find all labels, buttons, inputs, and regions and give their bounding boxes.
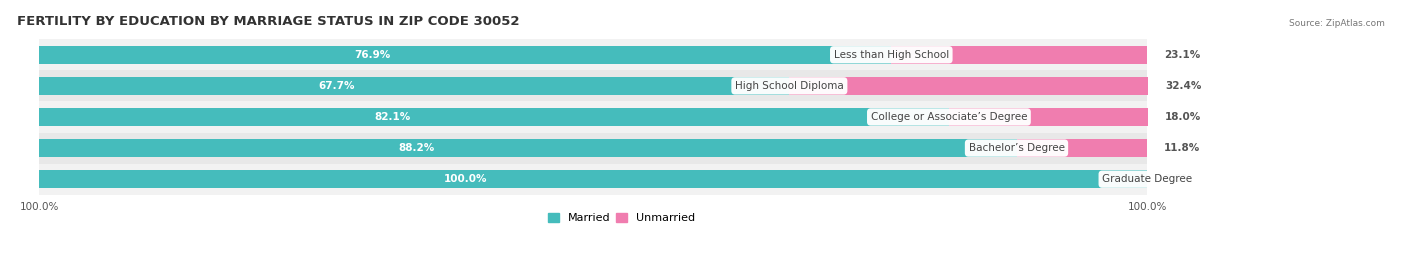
Text: Graduate Degree: Graduate Degree <box>1102 174 1192 184</box>
Bar <box>1017 139 1147 157</box>
Bar <box>39 164 1147 195</box>
Bar <box>39 170 1147 188</box>
Text: Less than High School: Less than High School <box>834 50 949 60</box>
Bar <box>949 108 1149 126</box>
Text: 32.4%: 32.4% <box>1166 81 1201 91</box>
Text: FERTILITY BY EDUCATION BY MARRIAGE STATUS IN ZIP CODE 30052: FERTILITY BY EDUCATION BY MARRIAGE STATU… <box>17 15 520 28</box>
Legend: Married, Unmarried: Married, Unmarried <box>544 208 700 228</box>
Bar <box>39 108 949 126</box>
Text: 88.2%: 88.2% <box>398 143 434 153</box>
Bar <box>39 39 1147 70</box>
Text: 67.7%: 67.7% <box>318 81 354 91</box>
Text: 82.1%: 82.1% <box>374 112 411 122</box>
Text: High School Diploma: High School Diploma <box>735 81 844 91</box>
Text: 11.8%: 11.8% <box>1164 143 1201 153</box>
Text: 18.0%: 18.0% <box>1166 112 1201 122</box>
Text: Bachelor’s Degree: Bachelor’s Degree <box>969 143 1064 153</box>
Bar <box>39 70 1147 101</box>
Bar <box>39 139 1017 157</box>
Text: 100.0%: 100.0% <box>444 174 488 184</box>
Bar <box>891 46 1147 64</box>
Bar <box>39 46 891 64</box>
Bar <box>39 77 789 95</box>
Text: 23.1%: 23.1% <box>1164 50 1201 60</box>
Text: 76.9%: 76.9% <box>354 50 391 60</box>
Text: College or Associate’s Degree: College or Associate’s Degree <box>870 112 1028 122</box>
Text: 0.0%: 0.0% <box>1164 174 1192 184</box>
Text: Source: ZipAtlas.com: Source: ZipAtlas.com <box>1289 19 1385 28</box>
Bar <box>789 77 1149 95</box>
Bar <box>39 101 1147 133</box>
Bar <box>39 133 1147 164</box>
